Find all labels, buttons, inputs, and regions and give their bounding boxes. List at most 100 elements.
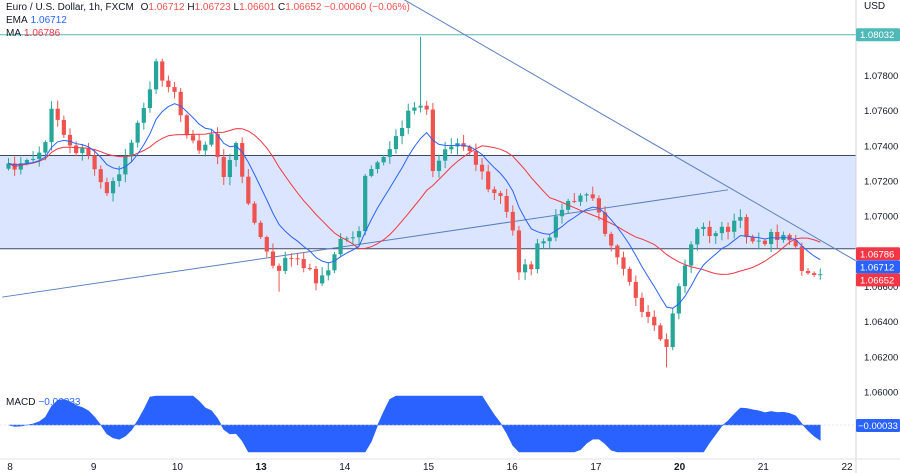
candle-body [664,339,669,348]
candle [270,243,276,269]
ema-legend: EMA 1.06712 [6,14,67,27]
candle-body [283,257,288,271]
candle-body [129,142,134,157]
candle [805,267,811,275]
candle [344,236,349,243]
ohlc-close: 1.06652 [285,2,322,13]
chart-legend-title: Euro / U.S. Dollar, 1h, FXCM O1.06712 H1… [6,1,410,14]
candle-body [818,274,823,276]
x-tick-label: 21 [758,462,770,473]
candle-body [313,268,319,284]
candle [240,137,245,184]
candle-body [160,61,165,81]
candle [252,201,257,225]
x-tick-label: 17 [590,462,602,473]
candle [301,252,306,273]
candle-body [535,243,540,270]
candle [695,227,700,251]
candle [732,213,737,239]
macd-label: MACD [6,397,36,408]
candle [277,263,282,292]
candle [461,134,466,151]
candle-body [553,216,558,238]
candle-body [639,297,645,312]
candle [350,231,355,244]
candle-body [43,142,48,153]
candle-body [344,238,349,240]
candle-body [596,198,601,213]
candle-body [621,257,626,269]
candle [295,253,300,266]
candle [719,221,724,241]
ema-value: 1.06712 [30,15,67,26]
macd-legend: MACD −0.00033 [6,396,80,409]
candle-body [215,134,220,158]
candle [61,115,66,138]
candle-body [713,233,718,237]
candle-body [406,110,411,128]
candle-body [590,194,595,199]
candle [55,100,60,127]
candle [178,87,183,122]
y-tick-label: 1.07600 [864,106,898,117]
candle-body [387,149,392,158]
candle-body [516,230,522,273]
candle-body [61,119,66,135]
candle [129,139,134,163]
candle [670,307,675,351]
candle-body [18,163,23,170]
candle-body [744,217,749,238]
candle [381,154,386,166]
candle-body [326,270,331,276]
macd-value: −0.00033 [38,397,81,408]
candle-body [479,164,485,172]
candle [283,251,288,275]
candle [313,265,319,291]
trendline-2 [403,0,900,287]
candle-body [24,160,30,164]
x-tick-label: 22 [841,462,853,473]
ohlc-low: 1.06601 [239,2,276,13]
candle-body [67,134,73,146]
candle-body [762,240,768,245]
candle [209,129,214,147]
candle-body [449,146,454,150]
candle [92,149,97,176]
ema-label: EMA [6,15,28,26]
candle-body [190,135,196,141]
candle [812,271,817,278]
candle-body [670,313,675,348]
candle [639,292,645,318]
candle [387,141,392,164]
candle [621,251,626,276]
candle-body [55,108,60,120]
candle-body [602,212,608,234]
candle [707,220,712,244]
candle [664,333,669,368]
candle-body [270,251,276,266]
candle [541,238,546,249]
candle [412,102,417,115]
ma-line [8,128,821,275]
trendline-1 [2,189,729,298]
candle-body [197,140,202,151]
candle [320,267,325,286]
candle [332,252,337,274]
ohlc-close-label: C [278,2,286,13]
price-tag-label: 1.06786 [860,249,894,260]
candle [393,129,399,154]
candle [676,283,681,320]
candle-body [572,200,577,202]
candle [307,263,312,271]
candle-body [658,325,663,340]
candle [160,58,165,87]
candle [504,189,509,218]
candle-body [74,145,79,154]
price-tag [856,273,900,287]
candle-body [338,238,343,255]
candle [289,253,294,267]
candle [197,134,202,154]
macd-price-tag [856,419,900,432]
price-tag-label: 1.06652 [860,275,894,286]
